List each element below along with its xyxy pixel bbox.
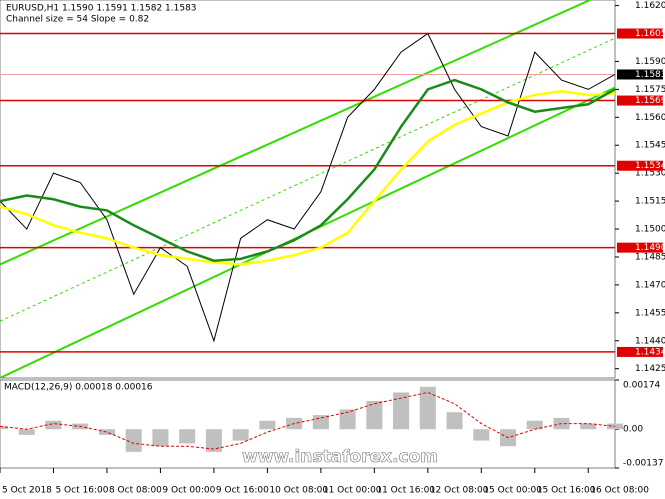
channel-upper [0, 0, 593, 266]
x-tick-label: 5 Oct 16:00 [55, 486, 108, 496]
macd-bar [526, 420, 543, 430]
macd-bar [339, 409, 356, 430]
level-label: 1.1534 [635, 161, 665, 171]
macd-y-tick-label: 0.00 [623, 425, 643, 435]
macd-bar [473, 429, 490, 441]
macd-y-tick-label: 0.00174 [623, 381, 660, 391]
x-tick-label: 9 Oct 00:00 [162, 486, 215, 496]
current-price-box [617, 69, 663, 80]
macd-y-tick-label: -0.00137 [623, 459, 663, 469]
y-tick-label: 1.1425 [635, 364, 665, 374]
x-tick-label: 11 Oct 00:00 [323, 486, 382, 496]
x-tick-label: 11 Oct 16:00 [376, 486, 435, 496]
series-line [0, 89, 615, 266]
y-tick-label: 1.1485 [635, 252, 665, 262]
macd-bar [0, 426, 9, 430]
macd-bar [580, 423, 597, 430]
macd-bar [98, 429, 115, 435]
price-pane [0, 0, 616, 379]
y-tick-label: 1.1590 [635, 57, 665, 67]
watermark: www.instaforex.com [242, 447, 438, 467]
x-tick-label: 15 Oct 00:00 [483, 486, 542, 496]
x-tick-label: 8 Oct 08:00 [109, 486, 162, 496]
macd-bar [366, 400, 383, 430]
macd-signal [0, 391, 616, 450]
chart-title: EURUSD,H1 1.1590 1.1591 1.1582 1.1583 [6, 4, 197, 14]
level-label-box [617, 95, 663, 106]
y-tick-label: 1.1515 [635, 197, 665, 207]
macd-bar [179, 429, 196, 444]
y-tick-label: 1.1545 [635, 141, 665, 151]
x-tick-label: 12 Oct 08:00 [430, 486, 489, 496]
macd-bar [446, 412, 463, 430]
y-tick-label: 1.1500 [635, 225, 665, 235]
macd-bar [259, 420, 276, 430]
current-price-label: 1.1583 [635, 70, 665, 80]
y-tick-label: 1.1530 [635, 169, 665, 179]
x-tick-label: 16 Oct 08:00 [590, 486, 649, 496]
macd-bar [152, 429, 169, 447]
chart-subtitle: Channel size = 54 Slope = 0.82 [6, 15, 149, 25]
y-tick-label: 1.1560 [635, 113, 665, 123]
level-label-box [617, 242, 663, 253]
level-label: 1.1434 [635, 347, 665, 357]
y-tick-label: 1.1575 [635, 85, 665, 95]
level-label: 1.1569 [635, 96, 665, 106]
macd-pane [0, 379, 616, 469]
level-label: 1.1490 [635, 243, 665, 253]
y-tick-label: 1.1470 [635, 280, 665, 290]
x-tick-label: 5 Oct 2018 [2, 486, 52, 496]
macd-bar [205, 429, 222, 452]
level-label-box [617, 28, 663, 39]
level-label-box [617, 160, 663, 171]
y-tick-label: 1.1620 [635, 1, 665, 11]
macd-bar [45, 420, 62, 430]
x-tick-label: 10 Oct 08:00 [269, 486, 328, 496]
macd-bar [125, 429, 142, 452]
macd-bar [419, 386, 436, 430]
series-line [0, 78, 615, 262]
macd-bar [232, 429, 249, 441]
x-tick-label: 9 Oct 16:00 [216, 486, 269, 496]
series-line [0, 32, 615, 343]
level-label: 1.1605 [635, 29, 665, 39]
x-tick-label: 15 Oct 16:00 [537, 486, 596, 496]
y-tick-label: 1.1440 [635, 336, 665, 346]
level-label-box [617, 346, 663, 357]
channel-middle [0, 37, 615, 322]
y-tick-label: 1.1455 [635, 308, 665, 318]
macd-title: MACD(12,26,9) 0.00018 0.00016 [4, 383, 153, 393]
macd-bar [18, 429, 35, 435]
macd-bar [393, 392, 410, 430]
